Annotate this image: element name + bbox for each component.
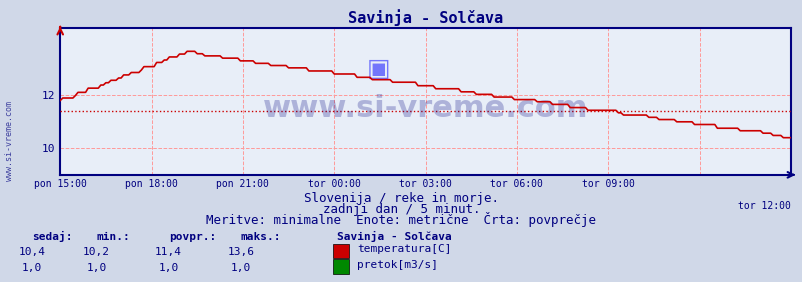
Text: 1,0: 1,0 [230,263,251,273]
Text: www.si-vreme.com: www.si-vreme.com [5,101,14,181]
Text: 1,0: 1,0 [22,263,43,273]
Text: Slovenija / reke in morje.: Slovenija / reke in morje. [304,192,498,205]
Text: Meritve: minimalne  Enote: metrične  Črta: povprečje: Meritve: minimalne Enote: metrične Črta:… [206,212,596,227]
Text: tor 12:00: tor 12:00 [737,201,790,211]
Text: temperatura[C]: temperatura[C] [357,244,452,254]
Text: min.:: min.: [96,232,130,242]
Text: ▣: ▣ [366,57,390,81]
Text: 10,2: 10,2 [83,247,110,257]
Text: www.si-vreme.com: www.si-vreme.com [262,94,588,123]
Text: 11,4: 11,4 [155,247,182,257]
Text: Savinja - Solčava: Savinja - Solčava [337,231,452,242]
Text: 10,4: 10,4 [18,247,46,257]
Text: zadnji dan / 5 minut.: zadnji dan / 5 minut. [322,203,480,216]
Text: maks.:: maks.: [241,232,281,242]
Text: pretok[m3/s]: pretok[m3/s] [357,260,438,270]
Text: sedaj:: sedaj: [32,231,72,242]
Text: 13,6: 13,6 [227,247,254,257]
Text: 1,0: 1,0 [158,263,179,273]
Title: Savinja - Solčava: Savinja - Solčava [347,9,503,26]
Text: 1,0: 1,0 [86,263,107,273]
Text: povpr.:: povpr.: [168,232,216,242]
